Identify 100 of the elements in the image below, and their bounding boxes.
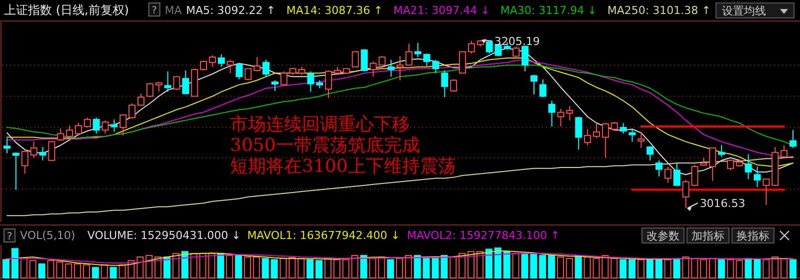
bar bbox=[726, 259, 734, 278]
bar bbox=[306, 259, 314, 278]
candlestick bbox=[744, 154, 752, 180]
annotation: 3016.53 bbox=[700, 197, 746, 210]
candlestick bbox=[709, 147, 716, 182]
candlestick bbox=[74, 122, 82, 136]
bar bbox=[646, 258, 654, 278]
bar bbox=[556, 256, 564, 278]
text: MA21: 3097.44 ↓ bbox=[393, 4, 490, 17]
candlestick bbox=[726, 158, 734, 171]
candlestick bbox=[146, 82, 154, 98]
bar bbox=[288, 257, 296, 278]
candlestick bbox=[584, 128, 592, 146]
candlestick bbox=[754, 166, 761, 188]
bar bbox=[110, 267, 117, 278]
bar bbox=[548, 255, 556, 278]
text: ? bbox=[6, 232, 12, 242]
bar bbox=[610, 258, 618, 278]
candlestick bbox=[21, 150, 28, 174]
bar bbox=[512, 252, 520, 278]
candlestick bbox=[164, 70, 172, 92]
bar bbox=[790, 259, 796, 278]
candlestick bbox=[4, 138, 10, 154]
candlestick bbox=[208, 54, 216, 68]
bar bbox=[691, 258, 698, 278]
chart-title: 上证指数 (日线,前复权) bbox=[4, 3, 129, 17]
bar bbox=[324, 258, 332, 278]
annotation: 3050一带震荡筑底完成 bbox=[230, 135, 420, 156]
bar bbox=[280, 258, 287, 278]
bar bbox=[620, 259, 627, 278]
bar bbox=[628, 259, 636, 278]
bar bbox=[485, 248, 492, 278]
bar bbox=[56, 262, 64, 278]
bar bbox=[772, 256, 779, 278]
bar bbox=[458, 252, 466, 278]
candlestick bbox=[718, 144, 726, 158]
bar bbox=[351, 255, 358, 278]
bar bbox=[146, 255, 153, 278]
bar bbox=[736, 260, 743, 278]
candlestick bbox=[780, 144, 788, 158]
candlestick bbox=[459, 51, 466, 74]
candlestick bbox=[548, 100, 556, 128]
candlestick bbox=[638, 131, 645, 148]
bar bbox=[316, 260, 323, 278]
candlestick bbox=[468, 40, 475, 54]
bar bbox=[11, 248, 18, 278]
candlestick bbox=[262, 59, 270, 78]
bar bbox=[574, 255, 582, 278]
bar bbox=[521, 252, 528, 278]
bar bbox=[163, 256, 170, 278]
candlestick bbox=[396, 56, 404, 81]
bar bbox=[74, 263, 82, 278]
text: 改参数 bbox=[646, 230, 680, 242]
candlestick bbox=[656, 160, 663, 177]
candlestick bbox=[218, 54, 225, 68]
candlestick bbox=[414, 42, 422, 58]
candlestick bbox=[628, 128, 636, 142]
candlestick bbox=[84, 117, 91, 128]
bar bbox=[673, 258, 680, 278]
annotation: 市场连续回调重心下移 bbox=[230, 114, 410, 135]
bar bbox=[700, 259, 708, 278]
series-label: MAVOL2: 159277843.100 ↑ bbox=[407, 229, 560, 242]
candlestick bbox=[182, 70, 190, 95]
candlestick bbox=[790, 130, 796, 148]
bar bbox=[709, 258, 716, 278]
bar bbox=[387, 259, 394, 278]
bar bbox=[333, 259, 340, 278]
bar bbox=[450, 256, 457, 278]
candlestick bbox=[280, 70, 288, 86]
candlestick bbox=[254, 56, 261, 72]
candlestick bbox=[200, 60, 207, 71]
candlestick bbox=[664, 166, 672, 184]
bar bbox=[100, 264, 108, 278]
bar bbox=[655, 258, 662, 278]
text: ? bbox=[152, 6, 157, 16]
candlestick bbox=[575, 116, 582, 150]
bar bbox=[20, 258, 28, 278]
bar bbox=[404, 255, 412, 278]
candlestick bbox=[39, 146, 46, 161]
bar bbox=[29, 260, 36, 278]
candlestick bbox=[405, 43, 412, 66]
candlestick bbox=[48, 141, 56, 161]
bar bbox=[226, 255, 234, 278]
bar bbox=[136, 256, 144, 278]
bar bbox=[682, 256, 690, 278]
candlestick bbox=[512, 46, 520, 58]
bar bbox=[47, 260, 54, 278]
candlestick bbox=[12, 152, 20, 190]
text: MA30: 3117.94 ↓ bbox=[500, 4, 597, 17]
bar bbox=[298, 258, 305, 278]
candlestick bbox=[539, 78, 546, 98]
bar bbox=[172, 252, 180, 278]
bar bbox=[762, 259, 770, 278]
bar bbox=[396, 258, 403, 278]
bar bbox=[369, 258, 376, 278]
candlestick bbox=[673, 162, 680, 187]
candlestick bbox=[602, 122, 609, 158]
bar bbox=[718, 259, 725, 278]
bar bbox=[360, 255, 368, 278]
annotation: 3205.19 bbox=[494, 35, 540, 48]
